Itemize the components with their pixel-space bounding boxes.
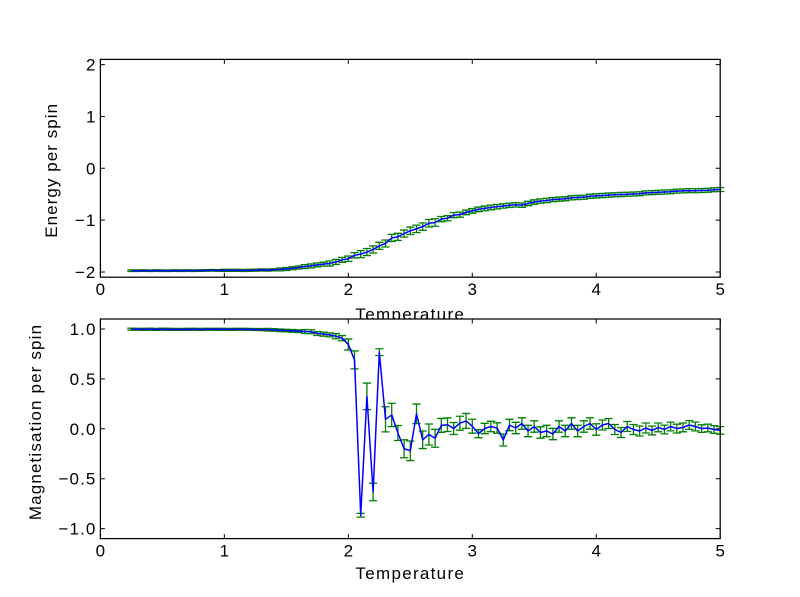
svg-text:−0.5: −0.5 bbox=[59, 470, 97, 489]
svg-text:1: 1 bbox=[86, 107, 97, 126]
svg-text:−2: −2 bbox=[75, 263, 97, 282]
svg-text:3: 3 bbox=[468, 542, 477, 561]
svg-text:1: 1 bbox=[220, 280, 229, 299]
svg-text:4: 4 bbox=[592, 280, 601, 299]
svg-text:2: 2 bbox=[344, 280, 353, 299]
svg-text:2: 2 bbox=[86, 56, 97, 75]
svg-text:5: 5 bbox=[715, 280, 724, 299]
svg-text:0.5: 0.5 bbox=[70, 370, 97, 389]
svg-text:0: 0 bbox=[96, 280, 105, 299]
svg-text:−1.0: −1.0 bbox=[59, 520, 97, 539]
svg-text:Temperature: Temperature bbox=[355, 564, 465, 583]
svg-text:1.0: 1.0 bbox=[70, 320, 97, 339]
svg-text:2: 2 bbox=[344, 542, 353, 561]
svg-text:0.0: 0.0 bbox=[70, 420, 97, 439]
svg-text:−1: −1 bbox=[75, 211, 97, 230]
svg-text:3: 3 bbox=[468, 280, 477, 299]
svg-text:5: 5 bbox=[715, 542, 724, 561]
svg-text:0: 0 bbox=[86, 159, 97, 178]
svg-text:1: 1 bbox=[220, 542, 229, 561]
svg-text:0: 0 bbox=[96, 542, 105, 561]
svg-text:Magnetisation per spin: Magnetisation per spin bbox=[26, 324, 45, 520]
svg-text:Energy per spin: Energy per spin bbox=[42, 103, 61, 238]
svg-text:4: 4 bbox=[592, 542, 601, 561]
